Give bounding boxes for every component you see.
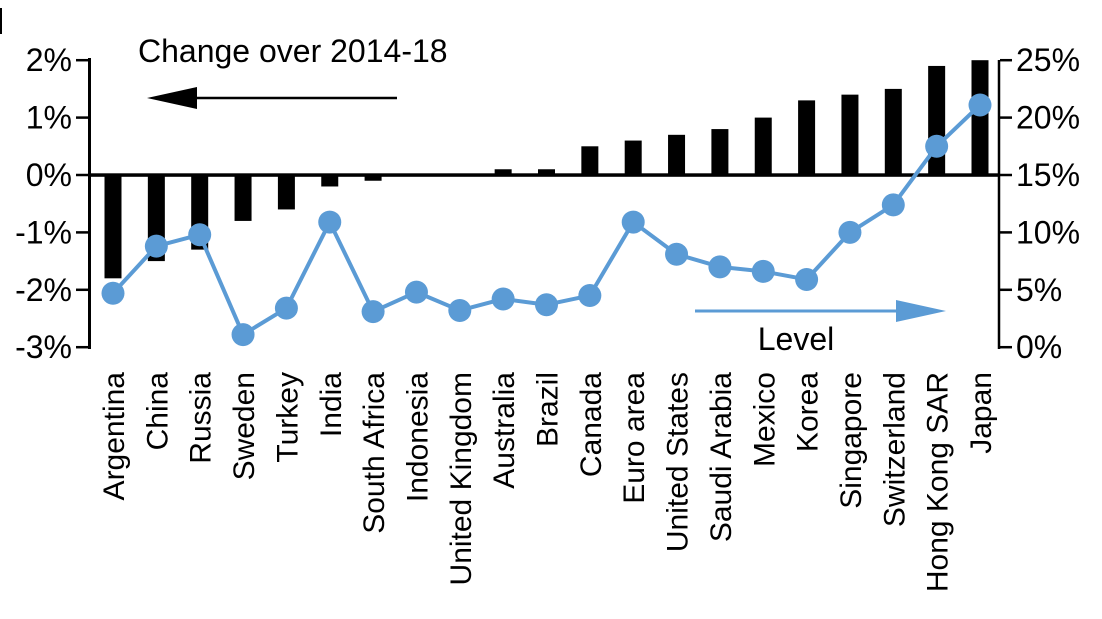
category-label-india: India: [315, 372, 348, 437]
category-label-sweden: Sweden: [228, 372, 261, 480]
level-marker-united-states: [665, 242, 689, 266]
right-axis-tick-label: 20%: [1016, 100, 1080, 136]
bar-canada: [581, 146, 599, 175]
right-axis-tick-label: 5%: [1016, 272, 1062, 308]
category-label-south-africa: South Africa: [358, 372, 391, 534]
category-label-australia: Australia: [488, 372, 521, 489]
edge-artifact: [0, 8, 2, 34]
category-label-singapore: Singapore: [835, 372, 868, 509]
category-label-indonesia: Indonesia: [401, 372, 434, 502]
level-marker-japan: [968, 93, 992, 117]
right-axis-tick-label: 15%: [1016, 157, 1080, 193]
bar-singapore: [841, 94, 859, 175]
bar-mexico: [754, 117, 772, 175]
level-marker-saudi-arabia: [708, 255, 732, 279]
right-axis-tick-label: 10%: [1016, 214, 1080, 250]
category-label-united-states: United States: [662, 372, 695, 552]
level-marker-south-africa: [361, 300, 385, 324]
level-marker-euro-area: [621, 210, 645, 234]
level-marker-hong-kong-sar: [925, 134, 949, 158]
level-marker-australia: [491, 287, 515, 311]
category-label-china: China: [141, 372, 174, 451]
level-marker-russia: [188, 223, 212, 247]
bar-argentina: [104, 175, 122, 279]
category-label-canada: Canada: [575, 372, 608, 477]
level-marker-india: [318, 210, 342, 234]
category-label-brazil: Brazil: [532, 372, 565, 447]
level-marker-china: [144, 234, 168, 258]
level-marker-indonesia: [404, 280, 428, 304]
left-arrow-icon: [147, 87, 397, 109]
left-axis-tick-label: -3%: [15, 329, 72, 365]
left-axis-tick-label: -1%: [15, 214, 72, 250]
category-label-korea: Korea: [792, 372, 825, 452]
category-label-russia: Russia: [185, 372, 218, 464]
level-marker-brazil: [535, 293, 558, 317]
right-series-title: Level: [757, 321, 835, 357]
bar-korea: [798, 100, 816, 175]
right-axis-tick-label: 0%: [1016, 329, 1062, 365]
level-marker-turkey: [274, 296, 298, 320]
left-axis-tick-label: 2%: [26, 42, 72, 78]
bar-australia: [494, 169, 512, 175]
bar-japan: [971, 60, 989, 176]
level-marker-mexico: [751, 259, 775, 283]
category-label-turkey: Turkey: [271, 372, 304, 463]
bar-switzerland: [884, 88, 902, 175]
category-label-switzerland: Switzerland: [878, 372, 911, 527]
category-label-japan: Japan: [965, 372, 998, 454]
bar-india: [321, 175, 339, 187]
category-label-argentina: Argentina: [98, 372, 131, 501]
bar-turkey: [277, 175, 295, 210]
category-label-euro-area: Euro area: [618, 372, 651, 504]
bar-brazil: [538, 169, 555, 175]
zero-baseline: [88, 173, 1000, 177]
bar-saudi-arabia: [711, 129, 729, 175]
right-axis-tick-label: 25%: [1016, 42, 1080, 78]
category-label-united-kingdom: United Kingdom: [445, 372, 478, 585]
level-marker-sweden: [231, 323, 255, 347]
category-label-mexico: Mexico: [748, 372, 781, 467]
level-marker-united-kingdom: [448, 298, 472, 322]
level-marker-argentina: [101, 281, 125, 305]
left-axis-tick-label: 1%: [26, 100, 72, 136]
category-label-saudi-arabia: Saudi Arabia: [705, 372, 738, 542]
bar-hong-kong-sar: [928, 65, 946, 175]
left-axis-tick-label: 0%: [26, 157, 72, 193]
level-marker-korea: [795, 267, 819, 291]
category-label-hong-kong-sar: Hong Kong SAR: [922, 372, 955, 592]
left-axis-tick-label: -2%: [15, 272, 72, 308]
left-series-title: Change over 2014-18: [138, 33, 448, 69]
bar-united-states: [668, 134, 686, 175]
bar-euro-area: [624, 140, 642, 175]
bar-sweden: [234, 175, 252, 221]
right-arrow-icon: [695, 300, 946, 322]
level-marker-canada: [578, 284, 602, 308]
level-marker-singapore: [838, 220, 862, 244]
bar-south-africa: [364, 175, 382, 181]
level-marker-switzerland: [881, 193, 905, 217]
